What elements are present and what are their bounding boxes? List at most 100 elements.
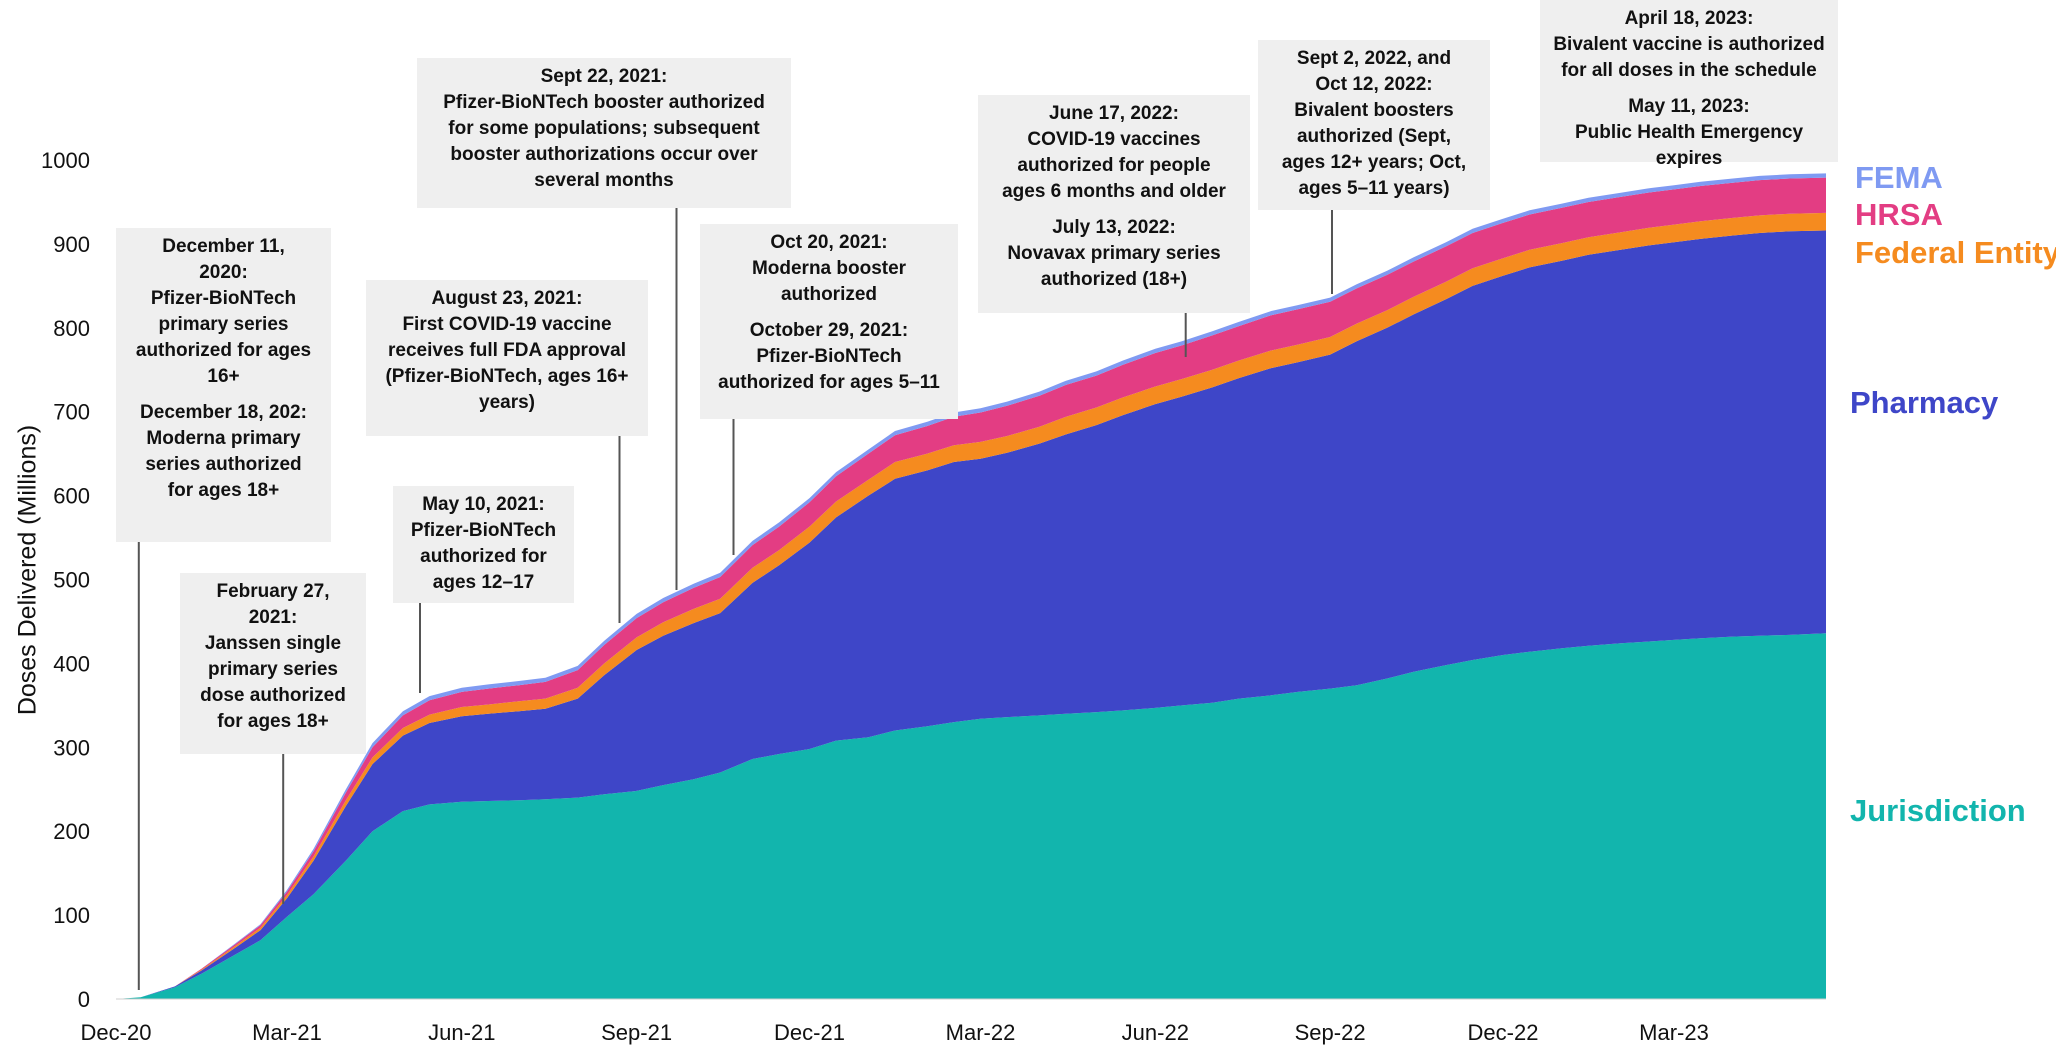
x-tick-label: Jun-22 [1122, 1020, 1189, 1045]
annotation-line: Pfizer-BioNTech [756, 346, 902, 367]
annotation-line: several months [534, 170, 674, 191]
annotation-line: (Pfizer-BioNTech, ages 16+ [385, 366, 629, 387]
area-pharmacy [116, 230, 1826, 999]
annotation-line: Pfizer-BioNTech [410, 520, 557, 541]
annotation-line: June 17, 2022: [1049, 103, 1179, 124]
annotation-line: authorized for ages 5–11 [718, 372, 940, 393]
annotation-line: for some populations; subsequent [448, 118, 760, 139]
annotation-line: primary series [158, 314, 289, 335]
series-label-federal-entity: Federal Entity [1855, 235, 2056, 270]
annotation-line: primary series [208, 659, 338, 680]
y-tick-label: 700 [53, 400, 90, 425]
annotation-line: Oct 20, 2021: [770, 232, 888, 253]
y-tick-label: 300 [53, 735, 90, 760]
annotation-line: Sept 22, 2021: [540, 66, 668, 87]
annotation-line: Sept 2, 2022, and [1296, 48, 1452, 69]
annotation-line: August 23, 2021: [431, 288, 583, 309]
annotation-oct-2021: Oct 20, 2021: Moderna booster authorized Oc… [700, 224, 958, 419]
annotation-line: receives full FDA approval [388, 340, 626, 361]
annotation-line: authorized for ages [135, 340, 312, 361]
annotation-line: authorized (Sept, [1296, 126, 1452, 147]
annotation-apr-2023: April 18, 2023: Bivalent vaccine is autho… [1540, 0, 1838, 169]
stacked-areas [116, 173, 1826, 1000]
annotation-line: Bivalent vaccine is authorized [1553, 34, 1825, 55]
x-tick-label: Dec-22 [1468, 1020, 1539, 1045]
annotation-aug-2021: August 23, 2021: First COVID-19 vaccine re… [366, 280, 648, 436]
annotation-sep-2021: Sept 22, 2021: Pfizer-BioNTech booster au… [417, 58, 791, 208]
annotation-jun-2022: June 17, 2022: COVID-19 vaccines authorize… [978, 95, 1250, 313]
annotation-line: Moderna booster [751, 258, 907, 279]
y-tick-label: 900 [53, 232, 90, 257]
y-tick-labels: 0 100 200 300 400 500 600 700 800 900 1000 [41, 148, 90, 1012]
annotation-sep-2022: Sept 2, 2022, and Oct 12, 2022: Bivalent b… [1258, 40, 1490, 210]
x-tick-label: Sep-21 [601, 1020, 672, 1045]
annotation-may-2021: May 10, 2021: Pfizer-BioNTech authorized f… [393, 486, 574, 603]
y-tick-label: 1000 [41, 148, 90, 173]
annotation-line: series authorized [145, 454, 302, 475]
annotation-line: ages 12–17 [432, 572, 535, 593]
annotation-line: ages 5–11 years) [1298, 178, 1450, 199]
annotation-line: 16+ [207, 366, 240, 387]
y-tick-label: 500 [53, 568, 90, 593]
x-tick-label: Mar-22 [946, 1020, 1016, 1045]
annotation-line: for ages 18+ [167, 480, 280, 501]
annotation-line: May 10, 2021: [422, 494, 545, 515]
annotation-gap [986, 205, 1242, 215]
x-tick-label: Sep-22 [1295, 1020, 1366, 1045]
y-axis-title: Doses Delivered (Millions) [13, 424, 42, 716]
x-tick-label: Dec-21 [774, 1020, 845, 1045]
annotation-line: years) [479, 392, 535, 413]
annotation-line: authorized for people [1017, 155, 1211, 176]
annotation-gap [1548, 84, 1830, 94]
annotation-gap [124, 390, 323, 400]
y-tick-label: 200 [53, 819, 90, 844]
area-jurisdiction [116, 633, 1826, 999]
annotation-line: December 11, [162, 236, 285, 257]
annotation-line: for ages 18+ [217, 711, 329, 732]
annotation-line: First COVID-19 vaccine [402, 314, 612, 335]
annotation-dec-2020: December 11, 2020: Pfizer-BioNTech primary … [116, 228, 331, 542]
x-tick-labels: Dec-20 Mar-21 Jun-21 Sep-21 Dec-21 Mar-22 Jun-… [81, 1020, 1709, 1045]
annotation-line: ages 6 months and older [1002, 181, 1226, 202]
annotation-line: Public Health Emergency expires [1574, 122, 1804, 169]
annotation-line: Bivalent boosters [1294, 100, 1454, 121]
y-tick-label: 400 [53, 651, 90, 676]
annotation-line: December 18, 202: [140, 402, 307, 423]
y-tick-label: 600 [53, 484, 90, 509]
x-tick-label: Mar-21 [252, 1020, 322, 1045]
annotation-line: ages 12+ years; Oct, [1281, 152, 1467, 173]
series-label-pharmacy: Pharmacy [1850, 385, 1999, 420]
x-tick-label: Jun-21 [428, 1020, 495, 1045]
annotation-line: July 13, 2022: [1052, 217, 1176, 238]
x-tick-label: Mar-23 [1639, 1020, 1709, 1045]
annotation-line: for all doses in the schedule [1561, 60, 1817, 81]
annotation-line: Pfizer-BioNTech [150, 288, 297, 309]
annotation-line: 2020: [199, 262, 248, 283]
series-label-jurisdiction: Jurisdiction [1850, 793, 2026, 828]
annotation-line: Janssen single [204, 633, 342, 654]
annotation-gap [708, 308, 950, 318]
annotation-line: Moderna primary [146, 428, 301, 449]
annotation-line: April 18, 2023: [1624, 8, 1754, 29]
annotation-connectors [137, 208, 1333, 990]
annotation-line: authorized [780, 284, 878, 305]
y-tick-label: 100 [53, 903, 90, 928]
x-tick-label: Dec-20 [81, 1020, 152, 1045]
annotation-line: Novavax primary series [1007, 243, 1221, 264]
series-label-hrsa: HRSA [1855, 197, 1943, 232]
annotation-line: May 11, 2023: [1628, 96, 1750, 117]
annotation-line: authorized for [420, 546, 547, 567]
y-tick-label: 0 [78, 987, 90, 1012]
series-label-fema: FEMA [1855, 160, 1943, 195]
annotation-line: October 29, 2021: [749, 320, 909, 341]
annotation-line: COVID-19 vaccines [1027, 129, 1201, 150]
y-tick-label: 800 [53, 316, 90, 341]
annotation-line: February 27, [216, 581, 330, 602]
annotation-line: authorized (18+) [1040, 269, 1188, 290]
annotation-line: dose authorized [200, 685, 346, 706]
annotation-line: booster authorizations occur over [450, 144, 758, 165]
annotation-line: 2021: [248, 607, 298, 628]
annotation-feb-2021: February 27, 2021: Janssen single primary s… [180, 573, 366, 754]
